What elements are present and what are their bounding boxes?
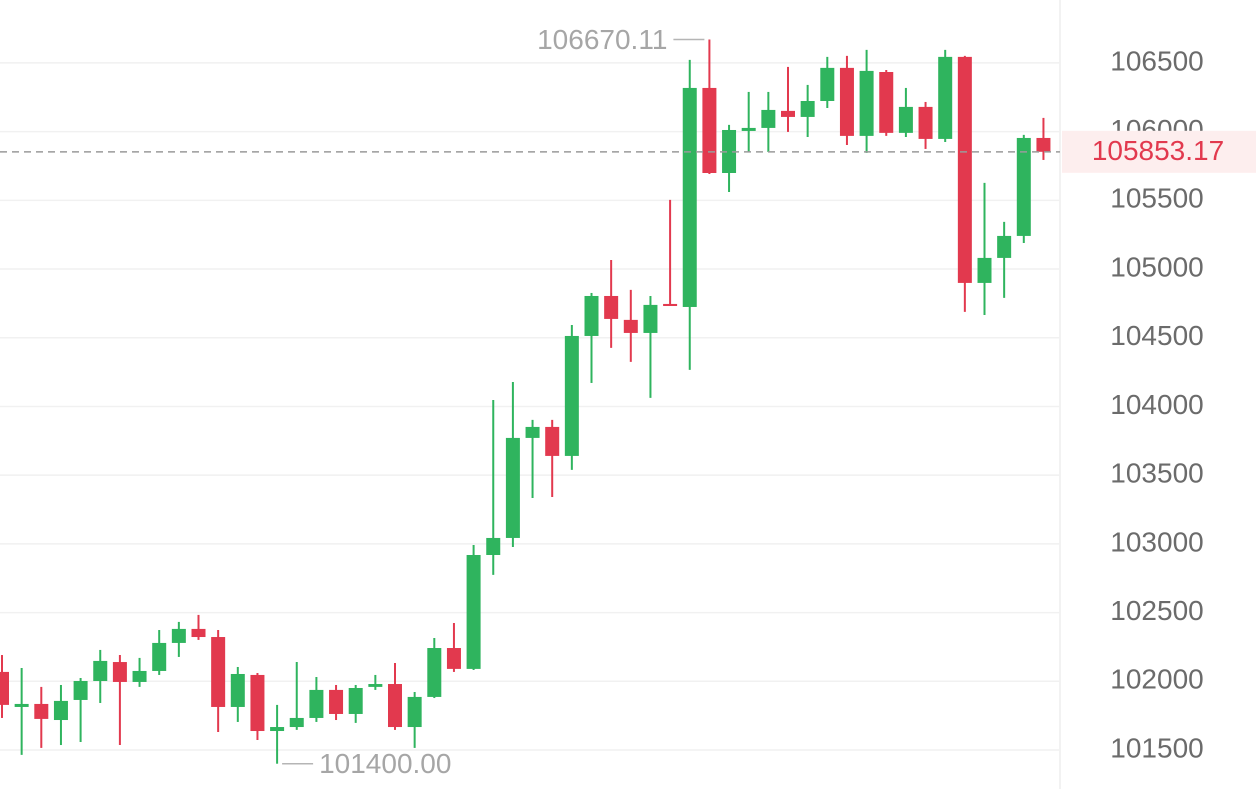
candle-body xyxy=(1036,137,1051,152)
candle-body xyxy=(820,67,835,101)
candle-body xyxy=(14,703,29,707)
candle-body xyxy=(73,680,88,700)
candle-body xyxy=(682,87,697,307)
candle-body xyxy=(230,673,245,707)
candle-body xyxy=(584,295,599,336)
candle-body xyxy=(898,106,913,133)
candle-body xyxy=(741,127,756,131)
candle-body xyxy=(623,319,638,333)
y-tick-label: 102000 xyxy=(1110,664,1203,695)
candle-body xyxy=(289,717,304,728)
candle-body xyxy=(368,684,383,687)
candle-body xyxy=(407,696,422,728)
candle-body xyxy=(505,437,520,538)
candle-body xyxy=(270,727,285,732)
candle-body xyxy=(112,662,127,682)
candle-body xyxy=(702,87,717,173)
y-tick-label: 104000 xyxy=(1110,389,1203,420)
candle-body xyxy=(761,109,776,128)
y-tick-label: 104500 xyxy=(1110,320,1203,351)
candle-body xyxy=(663,303,678,307)
candle-body xyxy=(781,110,795,117)
candle-body xyxy=(329,689,344,714)
candle-body xyxy=(545,426,560,456)
candle-body xyxy=(800,100,815,117)
candle-body xyxy=(879,72,894,133)
candle-body xyxy=(171,628,186,643)
candle-body xyxy=(446,648,461,669)
candle-body xyxy=(525,426,540,438)
last-price-label: 105853.17 xyxy=(1092,135,1224,166)
min-label: 101400.00 xyxy=(319,748,451,779)
candle-body xyxy=(132,670,147,682)
candle-body xyxy=(957,56,972,283)
candle-body xyxy=(348,688,363,714)
y-tick-label: 103500 xyxy=(1110,458,1203,489)
candle-body xyxy=(859,70,874,136)
candle-body xyxy=(250,674,265,732)
candle-body xyxy=(93,660,108,681)
candle-body xyxy=(977,257,992,283)
candle-body xyxy=(466,554,481,669)
candle-body xyxy=(427,648,442,697)
candle-body xyxy=(53,700,68,721)
candle-body xyxy=(918,106,933,139)
y-tick-label: 105500 xyxy=(1110,183,1203,214)
candle-body xyxy=(34,703,49,719)
candle-body xyxy=(997,235,1012,258)
candle-body xyxy=(211,637,226,707)
last-price-box xyxy=(1062,130,1256,173)
candle-body xyxy=(839,67,854,136)
candle-body xyxy=(722,129,737,173)
y-tick-label: 105000 xyxy=(1110,251,1203,282)
candle-body xyxy=(152,642,167,671)
candle-body xyxy=(388,684,402,728)
candle-body xyxy=(938,56,953,139)
candle-body xyxy=(1016,137,1031,236)
candle-body xyxy=(486,537,501,555)
candle-body xyxy=(564,335,579,456)
y-tick-label: 106500 xyxy=(1110,45,1203,76)
candle-body xyxy=(309,689,324,718)
y-tick-label: 101500 xyxy=(1110,732,1203,763)
candle-body xyxy=(604,295,619,319)
candle-body xyxy=(0,671,9,705)
candle-body xyxy=(191,628,206,638)
max-label: 106670.11 xyxy=(537,24,667,55)
candle-body xyxy=(643,304,658,333)
y-tick-label: 102500 xyxy=(1110,595,1203,626)
y-tick-label: 103000 xyxy=(1110,526,1203,557)
